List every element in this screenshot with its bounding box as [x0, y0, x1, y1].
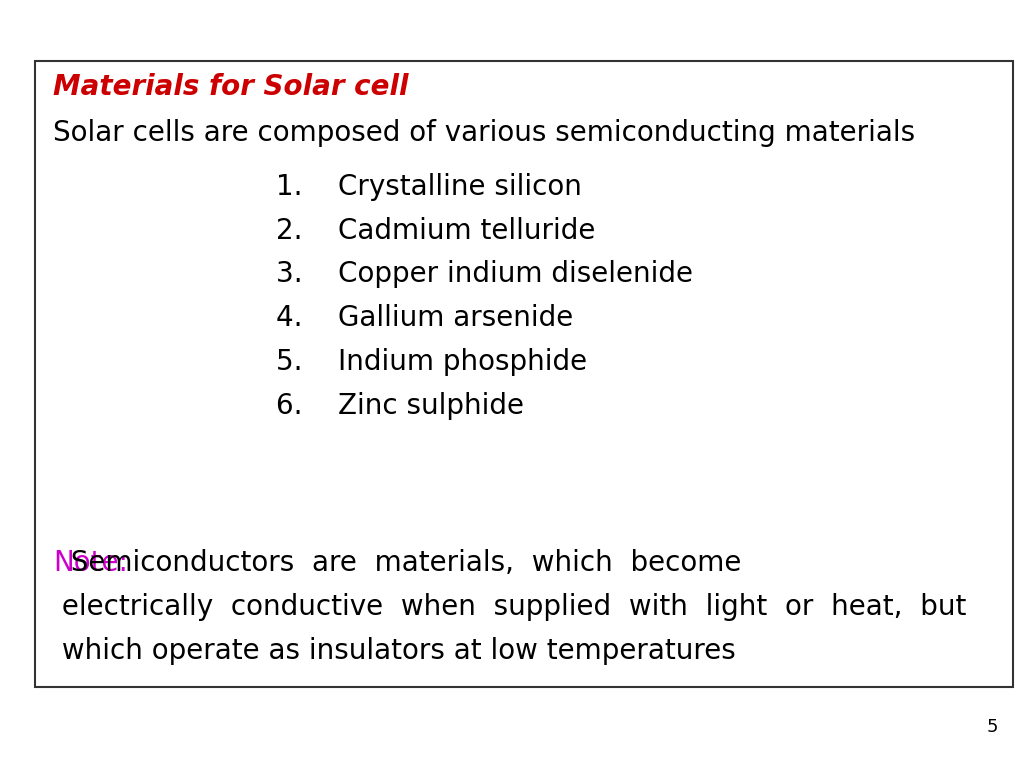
Text: 5.    Indium phosphide: 5. Indium phosphide [276, 348, 588, 376]
Text: Solar cells are composed of various semiconducting materials: Solar cells are composed of various semi… [53, 119, 915, 147]
Text: Semiconductors  are  materials,  which  become: Semiconductors are materials, which beco… [53, 549, 741, 577]
Text: 1.    Crystalline silicon: 1. Crystalline silicon [276, 173, 583, 200]
Text: electrically  conductive  when  supplied  with  light  or  heat,  but: electrically conductive when supplied wi… [53, 593, 967, 621]
Text: 6.    Zinc sulphide: 6. Zinc sulphide [276, 392, 524, 419]
Text: 2.    Cadmium telluride: 2. Cadmium telluride [276, 217, 596, 244]
FancyBboxPatch shape [35, 61, 1013, 687]
Text: 5: 5 [987, 718, 998, 736]
Text: which operate as insulators at low temperatures: which operate as insulators at low tempe… [53, 637, 736, 664]
Text: 4.    Gallium arsenide: 4. Gallium arsenide [276, 304, 573, 332]
Text: 3.    Copper indium diselenide: 3. Copper indium diselenide [276, 260, 693, 288]
Text: Note:: Note: [53, 549, 128, 577]
Text: Materials for Solar cell: Materials for Solar cell [53, 73, 409, 101]
